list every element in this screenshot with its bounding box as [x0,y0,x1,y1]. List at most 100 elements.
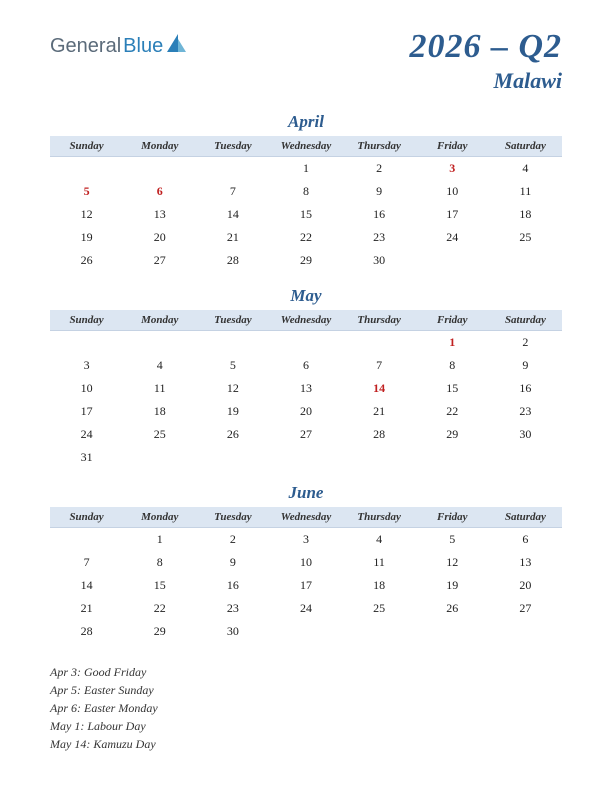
logo-text-1: General [50,35,121,58]
calendar-row: 282930 [50,620,562,643]
calendar-cell: 29 [269,249,342,272]
holiday-entry: May 14: Kamuzu Day [50,735,562,753]
calendar-cell: 17 [269,574,342,597]
calendar-cell: 24 [416,226,489,249]
calendar-cell: 1 [269,157,342,181]
calendar-row: 12131415161718 [50,203,562,226]
calendar-cell: 18 [123,400,196,423]
day-header: Saturday [489,310,562,331]
calendar-cell: 8 [416,354,489,377]
calendar-row: 2627282930 [50,249,562,272]
day-header: Friday [416,310,489,331]
calendar-cell: 16 [196,574,269,597]
logo-text-2: Blue [123,35,163,58]
month-name: April [50,112,562,132]
calendar-cell: 17 [416,203,489,226]
holiday-entry: Apr 3: Good Friday [50,663,562,681]
day-header: Monday [123,507,196,528]
calendar-cell: 15 [416,377,489,400]
calendar-cell [489,249,562,272]
calendar-cell [123,446,196,469]
calendar-cell: 25 [489,226,562,249]
calendar-cell: 8 [269,180,342,203]
day-header: Friday [416,136,489,157]
calendar-cell: 5 [196,354,269,377]
calendar-cell: 26 [196,423,269,446]
day-header: Thursday [343,507,416,528]
calendar-row: 21222324252627 [50,597,562,620]
calendar-cell: 21 [196,226,269,249]
calendar-cell [50,331,123,355]
day-header: Wednesday [269,507,342,528]
calendar-cell: 15 [269,203,342,226]
calendar-cell: 28 [50,620,123,643]
calendar-cell [196,446,269,469]
calendar-cell: 13 [269,377,342,400]
calendar-cell: 16 [489,377,562,400]
calendar-cell: 12 [416,551,489,574]
calendar-row: 24252627282930 [50,423,562,446]
calendar-cell [416,446,489,469]
day-header: Sunday [50,136,123,157]
calendar-cell: 2 [489,331,562,355]
day-header: Thursday [343,310,416,331]
month-name: May [50,286,562,306]
day-header: Monday [123,310,196,331]
day-header: Wednesday [269,136,342,157]
calendar-cell: 16 [343,203,416,226]
day-header: Tuesday [196,507,269,528]
calendar-cell: 30 [489,423,562,446]
day-header: Wednesday [269,310,342,331]
calendar-cell: 3 [416,157,489,181]
calendar-cell: 29 [416,423,489,446]
calendar-cell: 23 [196,597,269,620]
calendar-cell: 10 [50,377,123,400]
calendar-cell: 7 [196,180,269,203]
calendar-cell: 12 [196,377,269,400]
calendar-row: 78910111213 [50,551,562,574]
calendar-cell: 5 [416,528,489,552]
calendar-cell [416,620,489,643]
calendar-cell: 14 [50,574,123,597]
calendar-cell: 28 [343,423,416,446]
calendar-cell: 13 [489,551,562,574]
calendar-cell [196,157,269,181]
calendar-cell [343,331,416,355]
calendar-cell: 23 [489,400,562,423]
calendar-cell: 7 [343,354,416,377]
calendar-row: 10111213141516 [50,377,562,400]
calendar-cell: 19 [196,400,269,423]
calendar-cell: 14 [343,377,416,400]
calendar-table: SundayMondayTuesdayWednesdayThursdayFrid… [50,507,562,643]
calendar-cell: 9 [196,551,269,574]
calendar-cell: 10 [416,180,489,203]
calendar-cell: 22 [416,400,489,423]
calendar-cell: 6 [123,180,196,203]
calendar-cell: 19 [416,574,489,597]
calendar-table: SundayMondayTuesdayWednesdayThursdayFrid… [50,310,562,469]
title-block: 2026 – Q2 Malawi [409,28,562,94]
calendar-cell: 20 [489,574,562,597]
calendar-cell: 30 [343,249,416,272]
day-header: Tuesday [196,310,269,331]
calendar-cell [269,331,342,355]
calendar-cell [123,157,196,181]
calendar-row: 12 [50,331,562,355]
calendar-row: 123456 [50,528,562,552]
calendar-cell: 22 [269,226,342,249]
calendar-cell: 3 [50,354,123,377]
calendar-cell: 26 [416,597,489,620]
calendar-cell: 24 [50,423,123,446]
page-title: 2026 – Q2 [409,28,562,66]
calendar-cell [343,620,416,643]
calendar-cell: 25 [343,597,416,620]
calendar-cell: 25 [123,423,196,446]
calendar-cell: 28 [196,249,269,272]
calendar-cell: 20 [123,226,196,249]
calendar-cell: 11 [489,180,562,203]
day-header: Sunday [50,310,123,331]
calendar-cell: 2 [196,528,269,552]
calendar-cell: 3 [269,528,342,552]
calendar-cell: 4 [489,157,562,181]
calendar-cell [489,446,562,469]
